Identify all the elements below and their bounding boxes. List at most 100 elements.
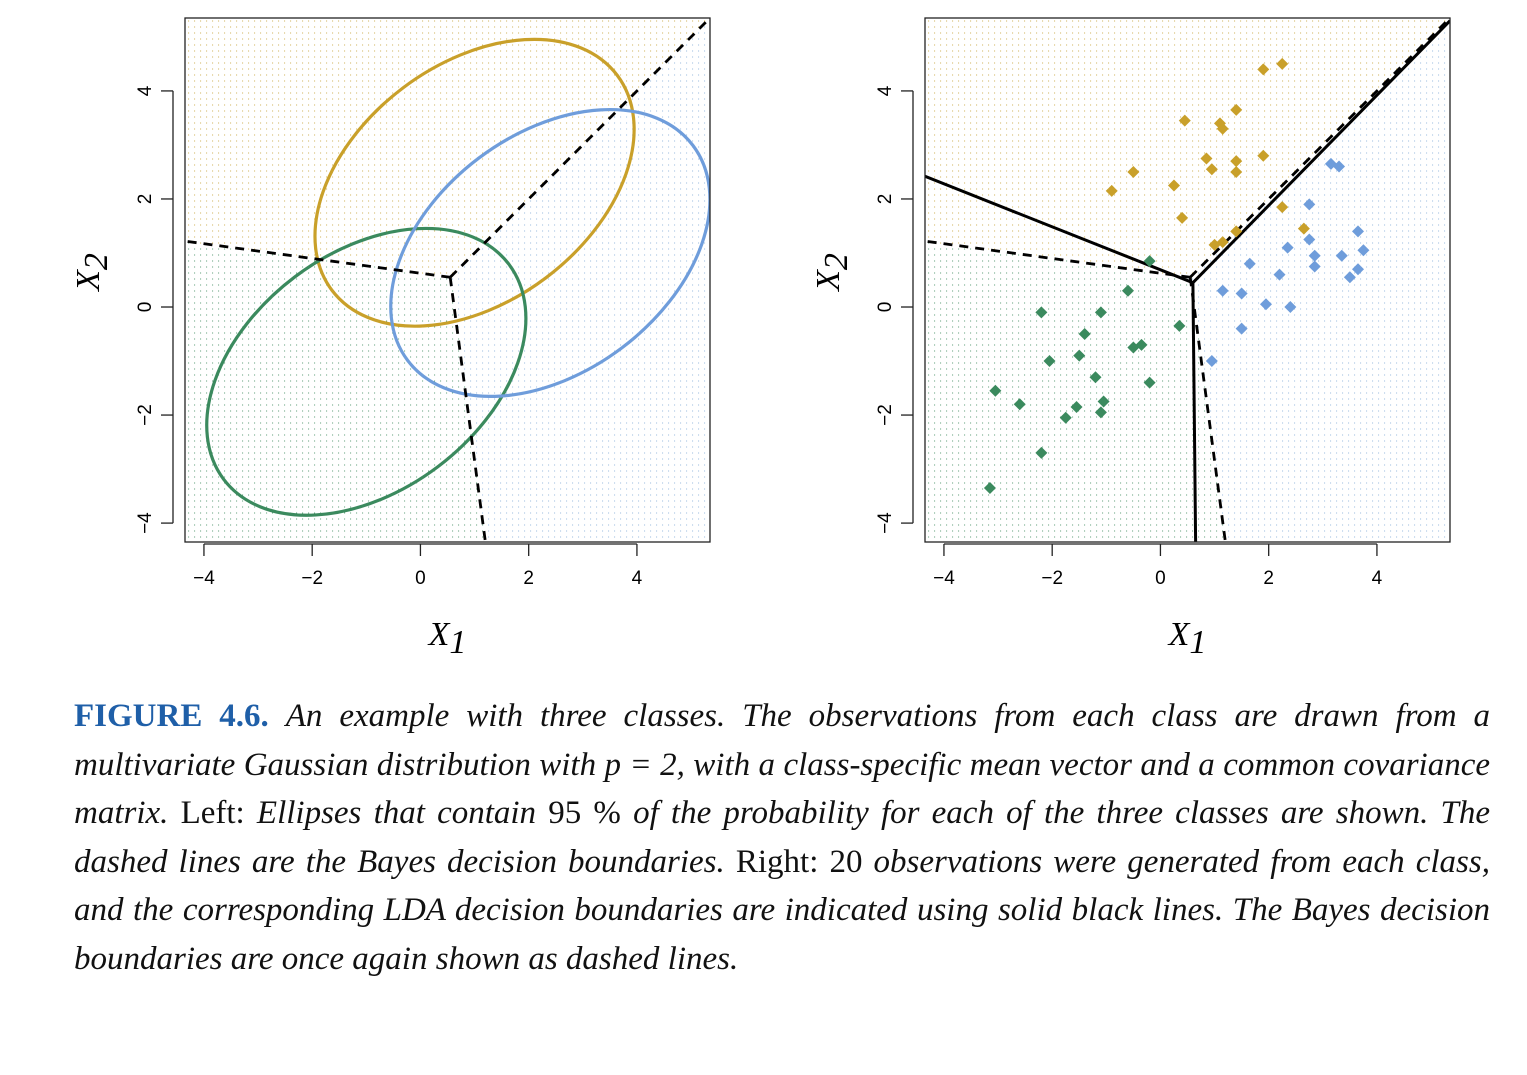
right-point-class1	[1276, 201, 1289, 214]
left-y-axis-subscript: 2	[78, 253, 115, 270]
right-point-class3	[1303, 233, 1316, 246]
right-y-tick-label: 2	[875, 194, 896, 205]
figure-panels: −4 −2 0 2 4 X1 −4 −2 0 2 4 X2 −4 −2 0 2 4 X1 −4 −2 0 2 4 X2	[70, 17, 1451, 661]
right-point-class2	[1059, 411, 1072, 424]
right-point-class1	[1205, 163, 1218, 176]
right-point-class1	[1176, 211, 1189, 224]
right-point-class3	[1284, 301, 1297, 314]
caption-math-p: p = 2	[604, 746, 677, 783]
left-x-tick-label: 2	[523, 568, 534, 589]
caption-text-2: , with a class-specific mean vector and …	[74, 746, 1491, 832]
right-point-class2	[1173, 319, 1186, 332]
right-dashed-boundary-2	[1188, 277, 1227, 542]
right-point-class2	[1094, 406, 1107, 419]
left-y-axis: −4 −2 0 2 4 X2	[70, 85, 174, 534]
right-point-class1	[1230, 165, 1243, 178]
figure-caption: FIGURE 4.6. An example with three classe…	[74, 692, 1490, 983]
right-point-class1	[1216, 236, 1229, 249]
right-point-class3	[1235, 287, 1248, 300]
right-panel: −4 −2 0 2 4 X1 −4 −2 0 2 4 X2	[810, 17, 1451, 661]
right-y-tick-label: 0	[875, 302, 896, 313]
right-point-class2	[1035, 446, 1048, 459]
right-x-tick-label: 0	[1155, 568, 1166, 589]
right-plot-area	[925, 18, 1450, 542]
right-point-class2	[1143, 376, 1156, 389]
left-x-tick-label: 0	[415, 568, 426, 589]
right-x-tick-label: 2	[1263, 568, 1274, 589]
right-point-class3	[1273, 268, 1286, 281]
right-point-class1	[1276, 57, 1289, 70]
right-point-class2	[983, 481, 996, 494]
left-y-tick-label: 0	[135, 302, 156, 313]
caption-text-3: Ellipses that contain	[256, 795, 537, 831]
left-y-tick-label: −2	[135, 404, 156, 426]
right-point-class3	[1335, 249, 1348, 262]
right-point-class2	[1070, 400, 1083, 413]
right-point-class3	[1351, 263, 1364, 276]
left-y-tick-label: 2	[135, 194, 156, 205]
right-point-class3	[1351, 225, 1364, 238]
left-plot-frame	[184, 17, 711, 543]
right-point-class2	[1078, 328, 1091, 341]
right-y-axis-subscript: 2	[818, 253, 855, 270]
right-point-class1	[1230, 225, 1243, 238]
right-point-class1	[1178, 114, 1191, 127]
left-ellipse-class3	[389, 107, 710, 398]
left-region-class2	[188, 242, 484, 538]
left-x-axis: −4 −2 0 2 4 X1	[193, 543, 643, 661]
left-region-class1	[188, 20, 706, 274]
left-y-tick-label: 4	[135, 85, 156, 96]
right-point-class3	[1308, 249, 1321, 262]
right-point-class1	[1167, 179, 1180, 192]
right-y-axis: −4 −2 0 2 4 X2	[810, 85, 914, 534]
right-point-class3	[1243, 257, 1256, 270]
left-x-tick-label: 4	[632, 568, 643, 589]
right-point-class2	[1035, 306, 1048, 319]
caption-right-label: Right:	[735, 843, 819, 880]
right-point-class1	[1257, 63, 1270, 76]
left-dashed-boundary-2	[448, 277, 487, 542]
caption-text-5: observations were generated from each cl…	[74, 843, 1490, 977]
left-dashed-boundary-1	[449, 18, 710, 279]
left-x-axis-subscript: 1	[449, 624, 466, 661]
right-point-class3	[1259, 298, 1272, 311]
right-point-class3	[1281, 241, 1294, 254]
right-point-class2	[1013, 398, 1026, 411]
right-plot-frame	[924, 17, 1451, 543]
left-y-axis-title: X2	[70, 253, 115, 293]
right-point-class1	[1105, 184, 1118, 197]
right-point-class3	[1216, 284, 1229, 297]
right-solid-boundary-4	[1191, 19, 1450, 284]
left-y-tick-label: −4	[135, 512, 156, 534]
caption-text-4: of the probability for each of the three…	[74, 795, 1491, 880]
right-x-tick-label: 4	[1372, 568, 1383, 589]
left-x-tick-label: −4	[193, 568, 215, 589]
right-x-axis-subscript: 1	[1189, 624, 1206, 661]
left-plot-area	[185, 18, 710, 542]
left-dashed-boundary-0	[185, 239, 451, 279]
caption-text-1: An example with three classes. The obser…	[74, 698, 1491, 783]
right-solid-boundary-5	[1191, 282, 1198, 542]
right-point-class3	[1357, 244, 1370, 257]
right-x-axis-title: X1	[1167, 616, 1207, 661]
right-point-class3	[1308, 260, 1321, 273]
left-x-tick-label: −2	[301, 568, 323, 589]
right-region-class2	[928, 242, 1224, 538]
caption-percent: 95 %	[548, 795, 621, 831]
right-point-class3	[1343, 271, 1356, 284]
right-region-class1	[928, 20, 1446, 274]
right-point-class3	[1205, 355, 1218, 368]
right-point-class2	[1073, 349, 1086, 362]
right-point-class2	[1121, 284, 1134, 297]
left-panel: −4 −2 0 2 4 X1 −4 −2 0 2 4 X2	[70, 17, 711, 661]
right-point-class1	[1230, 155, 1243, 168]
right-point-class1	[1230, 103, 1243, 116]
right-point-class2	[1043, 355, 1056, 368]
left-ellipse-class2	[205, 226, 528, 517]
right-point-class1	[1200, 152, 1213, 165]
right-point-class3	[1303, 198, 1316, 211]
right-point-class2	[1089, 371, 1102, 384]
right-y-tick-label: 4	[875, 85, 896, 96]
right-y-tick-label: −2	[875, 404, 896, 426]
right-x-tick-label: −2	[1041, 568, 1063, 589]
